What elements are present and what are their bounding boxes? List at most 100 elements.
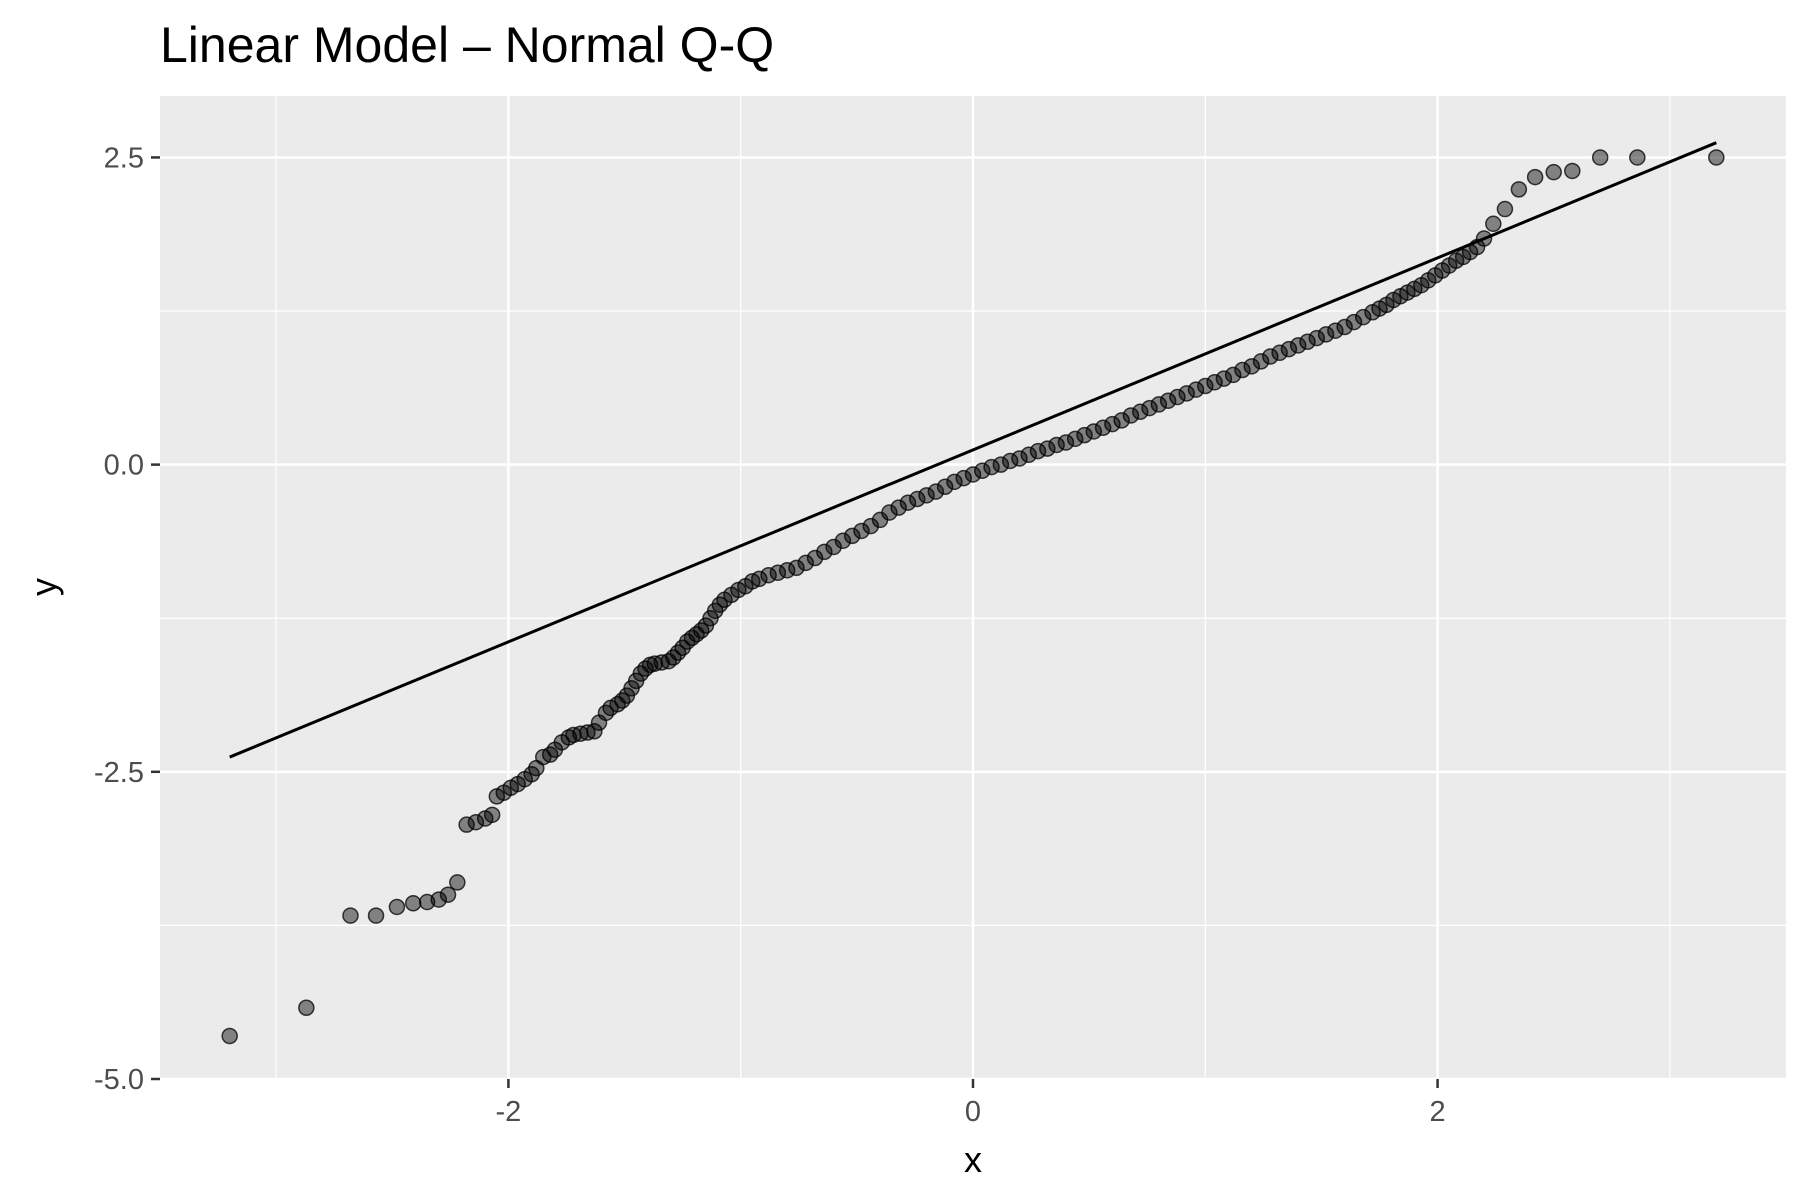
data-point xyxy=(483,806,501,824)
data-point xyxy=(1159,392,1177,409)
x-tick-label: 0 xyxy=(965,1096,981,1128)
data-point xyxy=(1510,181,1528,198)
data-point xyxy=(1206,374,1223,391)
data-point xyxy=(1475,230,1493,247)
data-point xyxy=(1591,149,1609,166)
data-point xyxy=(1317,326,1335,343)
data-point xyxy=(964,466,982,483)
data-point xyxy=(992,456,1010,473)
data-point xyxy=(1234,361,1251,379)
data-point xyxy=(1280,340,1298,358)
data-point xyxy=(1057,434,1075,451)
data-point xyxy=(1011,450,1028,467)
data-point xyxy=(1289,337,1307,354)
data-point xyxy=(1308,329,1326,347)
data-point xyxy=(1048,436,1065,454)
data-point xyxy=(1215,370,1233,387)
data-point xyxy=(586,723,603,740)
data-point xyxy=(221,1027,238,1045)
data-point xyxy=(1327,322,1344,339)
data-point xyxy=(899,494,917,511)
y-tick-label: 2.5 xyxy=(104,142,144,174)
data-point xyxy=(806,549,824,567)
y-tick-label: -2.5 xyxy=(94,757,144,789)
data-point xyxy=(1629,149,1646,166)
data-point xyxy=(1708,149,1725,166)
data-point xyxy=(1150,396,1168,413)
data-point xyxy=(1564,162,1581,180)
data-point xyxy=(1345,313,1363,331)
data-point xyxy=(1545,163,1562,181)
data-point xyxy=(769,564,787,582)
data-points xyxy=(221,149,1725,1045)
data-point xyxy=(449,874,466,891)
data-point xyxy=(816,543,833,561)
data-point xyxy=(946,473,963,491)
data-point xyxy=(1122,407,1140,424)
data-point xyxy=(1113,412,1130,429)
data-point xyxy=(1104,415,1121,433)
data-point xyxy=(760,566,777,584)
data-point xyxy=(1131,403,1149,421)
data-point xyxy=(955,469,972,487)
data-point xyxy=(862,517,880,535)
data-point xyxy=(1354,308,1372,326)
data-point xyxy=(853,522,870,540)
data-point xyxy=(936,478,954,495)
x-tick-label: 2 xyxy=(1430,1096,1446,1128)
data-point xyxy=(1187,381,1205,398)
data-point xyxy=(1029,442,1047,460)
y-tick-label: -5.0 xyxy=(94,1064,144,1096)
data-point xyxy=(467,813,485,831)
data-point xyxy=(404,895,422,912)
data-point xyxy=(439,886,457,903)
data-point xyxy=(1262,348,1279,365)
data-point xyxy=(1252,353,1270,370)
data-point xyxy=(1141,399,1158,417)
data-point xyxy=(1076,426,1093,444)
data-point xyxy=(983,458,1000,476)
data-point xyxy=(1066,430,1084,448)
data-point xyxy=(1039,440,1056,457)
data-point xyxy=(1178,385,1195,402)
data-point xyxy=(1336,318,1353,336)
data-point xyxy=(751,570,768,588)
data-point xyxy=(927,483,945,500)
data-point xyxy=(1197,377,1214,395)
data-point xyxy=(909,490,926,508)
data-point xyxy=(1243,358,1260,375)
data-point xyxy=(1094,419,1112,437)
data-point xyxy=(974,462,991,480)
data-point xyxy=(458,816,475,833)
y-tick-label: 0.0 xyxy=(104,450,144,482)
data-point xyxy=(890,499,907,516)
data-point xyxy=(778,562,796,579)
data-point xyxy=(1169,388,1186,406)
data-point xyxy=(788,559,805,577)
data-point xyxy=(1224,366,1242,384)
x-axis-title: x xyxy=(964,1139,982,1180)
data-point xyxy=(1001,452,1019,470)
data-point xyxy=(430,891,447,908)
data-point xyxy=(843,527,861,545)
data-point xyxy=(1299,333,1316,350)
data-point xyxy=(1085,423,1103,440)
x-tick-label: -2 xyxy=(496,1096,522,1128)
data-point xyxy=(797,554,815,572)
data-point xyxy=(388,898,406,916)
data-point xyxy=(1020,446,1037,464)
data-point xyxy=(1271,344,1288,362)
data-point xyxy=(1496,200,1514,218)
data-point xyxy=(298,999,315,1016)
data-point xyxy=(367,907,385,924)
chart-title: Linear Model – Normal Q-Q xyxy=(160,17,774,73)
data-point xyxy=(342,907,359,924)
axes: -2 0 2 -5.0 -2.5 0.0 2.5 xyxy=(94,142,1446,1128)
data-point xyxy=(918,487,935,504)
data-point xyxy=(881,504,898,521)
data-point xyxy=(1485,215,1502,233)
y-axis-title: y xyxy=(23,578,64,596)
data-point xyxy=(825,538,842,556)
data-point xyxy=(1526,168,1544,186)
